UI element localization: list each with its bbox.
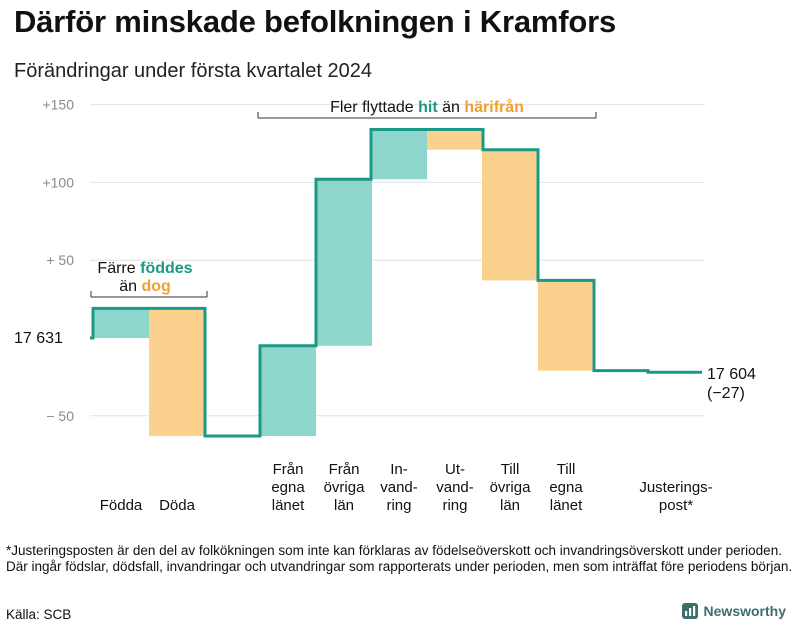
- category-label: Döda: [159, 497, 196, 514]
- category-label: Justerings-: [639, 479, 712, 496]
- waterfall-chart: +150 +100 + 50 − 50 Färre föddes än dog Fle…: [14, 97, 756, 514]
- category-label: övriga: [324, 479, 366, 496]
- y-tick-label: + 50: [46, 252, 74, 268]
- chart-subtitle: Förändringar under första kvartalet 2024: [14, 60, 372, 82]
- footnote: *Justeringsposten är den del av folkökni…: [6, 543, 793, 574]
- births-annotation-strong: föddes: [140, 260, 193, 277]
- category-label: länet: [272, 497, 305, 514]
- waterfall-bar: [538, 280, 594, 371]
- category-label: länet: [550, 497, 583, 514]
- end-change-label: (−27): [707, 385, 745, 402]
- waterfall-bar: [93, 308, 149, 338]
- category-label: post*: [659, 497, 693, 514]
- waterfall-bar: [149, 308, 205, 437]
- moves-annotation-middle: än: [442, 99, 460, 116]
- moves-annotation: Fler flyttade hit än härifrån: [330, 98, 524, 116]
- waterfall-bar: [316, 179, 372, 346]
- brand-logo: Newsworthy: [681, 603, 786, 619]
- category-label: vand-: [436, 479, 474, 496]
- category-label: In-: [390, 461, 408, 478]
- births-annotation-line1: Färre föddes: [97, 260, 192, 277]
- category-label: ring: [442, 497, 467, 514]
- category-label: Till: [557, 461, 576, 478]
- category-label: län: [334, 497, 354, 514]
- category-label: Från: [329, 461, 360, 478]
- category-label: Från: [273, 461, 304, 478]
- category-label: Ut-: [445, 461, 465, 478]
- births-annotation-prefix: Färre: [97, 260, 135, 277]
- end-value-label: 17 604: [707, 366, 756, 383]
- start-value-label: 17 631: [14, 330, 63, 347]
- births-annotation-strong2: dog: [141, 278, 170, 295]
- moves-annotation-strong2: härifrån: [464, 98, 524, 116]
- moves-annotation-prefix: Fler flyttade: [330, 99, 414, 116]
- category-label: övriga: [490, 479, 532, 496]
- category-label: Födda: [100, 497, 143, 514]
- y-tick-label: +150: [42, 97, 74, 113]
- y-tick-label: +100: [42, 174, 74, 190]
- waterfall-bar: [482, 149, 538, 281]
- source: Källa: SCB: [6, 607, 72, 622]
- y-tick-label: − 50: [46, 408, 74, 424]
- category-label: egna: [271, 479, 305, 496]
- waterfall-bars: [90, 127, 702, 438]
- bar-chart-icon: [681, 603, 698, 619]
- category-label: Till: [501, 461, 520, 478]
- brand-name: Newsworthy: [703, 603, 786, 619]
- waterfall-step-line: [90, 127, 702, 438]
- waterfall-bar: [427, 129, 483, 150]
- category-labels: Födda DödaFrånegnalänetFrånövrigalänIn-va…: [100, 461, 713, 514]
- annotations: Färre föddes än dog Fler flyttade hit än…: [90, 98, 597, 298]
- category-label: vand-: [380, 479, 418, 496]
- category-label: egna: [549, 479, 583, 496]
- category-label: län: [500, 497, 520, 514]
- waterfall-bar: [371, 129, 427, 180]
- category-label: ring: [386, 497, 411, 514]
- moves-annotation-strong: hit: [418, 99, 438, 116]
- waterfall-bar: [260, 345, 316, 437]
- y-axis-ticks: +150 +100 + 50 − 50: [42, 97, 74, 424]
- births-annotation-middle: än: [119, 278, 137, 295]
- births-annotation-line2: än dog: [119, 278, 171, 295]
- chart-title: Därför minskade befolkningen i Kramfors: [14, 4, 616, 39]
